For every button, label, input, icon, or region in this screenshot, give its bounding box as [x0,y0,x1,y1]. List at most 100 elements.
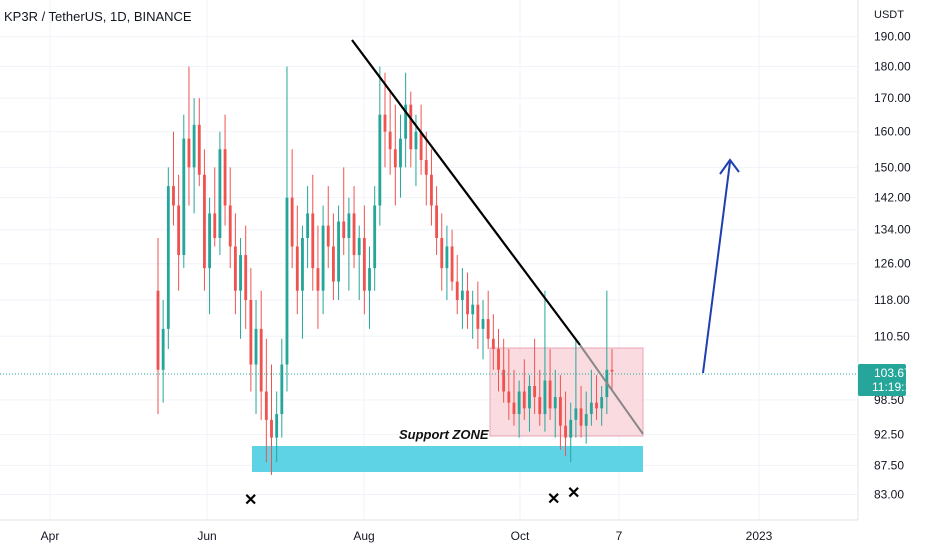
candle-body [419,131,423,161]
candle-body [512,402,516,415]
candle-body [466,290,469,315]
candle-body [368,268,371,291]
candle-body [301,238,304,291]
candle-body [233,246,237,291]
candle-body [316,268,320,291]
candle-body [517,391,521,415]
candle-body [486,319,490,339]
candle-body [564,425,567,438]
candle-body [254,328,258,365]
x-marker: ✕ [244,492,257,509]
price-tick-label: 87.50 [874,458,904,472]
price-tick-label: 150.00 [874,160,911,174]
target-arrow-shaft [702,161,731,374]
candle-body [192,124,196,168]
candle-body [295,246,299,291]
candle-body [393,149,397,168]
candle-body [533,386,537,398]
candle-body [177,205,181,256]
candle-body [218,149,222,239]
candle-body [321,225,325,291]
candle-body [362,238,366,291]
candle-body [156,290,160,370]
price-tick-label: 134.00 [874,223,911,237]
candle-body [543,380,547,415]
time-tick-label: Oct [511,529,530,543]
candle-body [450,246,454,282]
candle-body [306,213,310,239]
support-zone-label: Support ZONE [399,427,489,442]
last-price-value: 103.67 [874,366,911,380]
x-marker: ✕ [547,491,560,508]
candle-body [373,205,377,269]
price-tick-label: 142.00 [874,191,911,205]
candle-body [414,131,418,150]
symbol-title: KP3R / TetherUS, 1D, BINANCE [4,9,192,24]
price-axis-unit: USDT [874,9,904,21]
price-tick-label: 83.00 [874,488,904,502]
time-tick-label: 7 [616,529,623,543]
candle-body [600,397,604,409]
candle-body [208,213,212,269]
candle-body [471,304,475,315]
candle-body [275,414,279,438]
candle-body [589,402,593,415]
price-axis-ticks[interactable]: 190.00 180.00 170.00 160.00 150.00 142.00 134.… [874,30,911,502]
candle-body [440,238,444,269]
price-tick-label: 160.00 [874,125,911,139]
candle-body [538,397,542,415]
candle-body [502,369,506,392]
price-tick-label: 110.50 [874,329,910,343]
candle-body [166,186,170,329]
candle-body [595,402,598,409]
last-price-badge [858,364,906,396]
candle-body [352,213,356,256]
candle-body [203,174,206,269]
candle-body [357,238,361,256]
price-tick-label: 126.00 [874,257,911,271]
candle-body [388,131,392,150]
candle-body [476,304,480,329]
time-tick-label: 2023 [746,529,773,543]
candle-body [435,205,439,239]
candle-body [558,397,562,426]
candle-body [553,397,557,409]
candle-body [213,213,217,239]
target-arrow-head [719,158,740,175]
candle-body [197,124,201,175]
candle-body [404,104,408,139]
candle-body [383,114,387,132]
time-tick-label: Aug [353,529,374,543]
candle-body [280,364,284,415]
candle-body [249,300,253,365]
trendline-extension [579,344,644,435]
candle-body [528,386,531,409]
candle-body [574,408,578,420]
candle-body [497,348,500,370]
time-tick-label: Jun [197,529,216,543]
candles [156,66,614,475]
candle-body [270,419,273,438]
candle-body [424,160,428,175]
candle-body [331,246,335,282]
candle-body [311,213,315,269]
candle-body [239,255,242,291]
time-tick-label: Apr [41,529,60,543]
candle-body [430,174,433,206]
candle-body [264,391,268,420]
candle-body [285,197,289,365]
price-tick-label: 118.00 [874,293,910,307]
candle-body [172,186,175,206]
candle-body [326,225,330,247]
candle-body [399,138,402,168]
support-zone-rect [252,446,643,472]
candle-body [228,205,232,247]
candle-body [378,114,382,206]
candle-body [223,149,227,206]
candle-body [347,213,351,239]
candle-body [507,391,511,403]
time-axis-ticks[interactable]: Apr Jun Aug Oct 7 2023 [41,529,773,543]
candle-body [445,246,449,269]
